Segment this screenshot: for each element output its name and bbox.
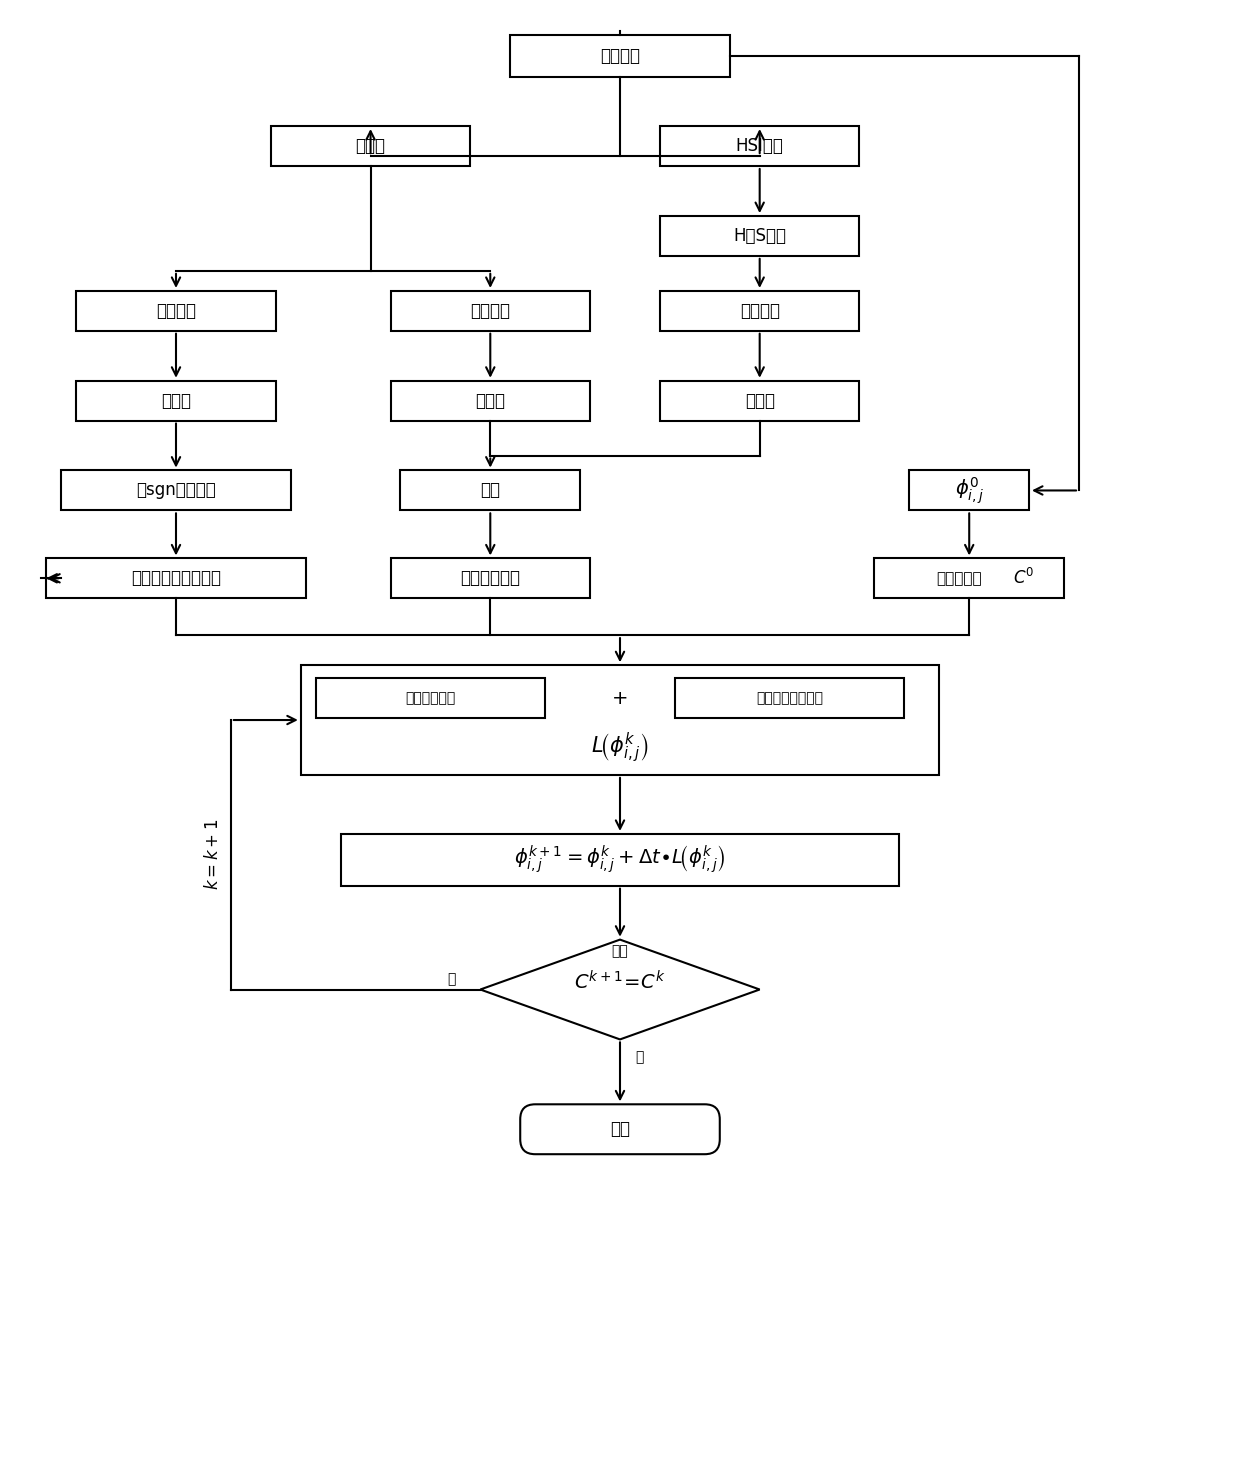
Text: 速度停止函数: 速度停止函数 (460, 570, 521, 587)
Text: 灰度化: 灰度化 (356, 137, 386, 156)
FancyBboxPatch shape (301, 665, 939, 775)
FancyBboxPatch shape (909, 471, 1029, 511)
Text: 求sgn符号函数: 求sgn符号函数 (136, 482, 216, 499)
Text: H、S合成: H、S合成 (733, 228, 786, 245)
Text: $\phi_{i,j}^{0}$: $\phi_{i,j}^{0}$ (955, 476, 983, 506)
Text: 导向滤波: 导向滤波 (740, 302, 780, 320)
FancyBboxPatch shape (61, 471, 290, 511)
FancyBboxPatch shape (660, 380, 859, 421)
FancyBboxPatch shape (76, 291, 275, 330)
FancyBboxPatch shape (391, 291, 590, 330)
Text: 符号距离偏差函数: 符号距离偏差函数 (756, 691, 823, 705)
Text: $k=k+1$: $k=k+1$ (203, 819, 222, 891)
Text: +: + (611, 688, 629, 708)
Text: 合成: 合成 (480, 482, 500, 499)
FancyBboxPatch shape (521, 1104, 719, 1154)
FancyBboxPatch shape (510, 35, 730, 78)
Text: 求梯度: 求梯度 (745, 392, 775, 410)
Text: 初始化曲线: 初始化曲线 (936, 571, 982, 586)
Text: 结束: 结束 (610, 1120, 630, 1138)
Text: $C^{0}$: $C^{0}$ (1013, 568, 1035, 589)
Text: 外部能量函数: 外部能量函数 (405, 691, 455, 705)
Text: 否: 否 (446, 972, 455, 986)
Text: $L\!\left(\phi_{i,j}^{k}\right)$: $L\!\left(\phi_{i,j}^{k}\right)$ (591, 731, 649, 765)
FancyBboxPatch shape (660, 291, 859, 330)
Text: 导向滤波: 导向滤波 (470, 302, 511, 320)
Text: 是: 是 (635, 1051, 644, 1064)
Text: $C^{k+1}\!=\!C^{k}$: $C^{k+1}\!=\!C^{k}$ (574, 970, 666, 994)
FancyBboxPatch shape (270, 126, 470, 166)
Text: 自适应可变权重系数: 自适应可变权重系数 (131, 570, 221, 587)
FancyBboxPatch shape (46, 558, 306, 599)
Polygon shape (480, 940, 760, 1039)
FancyBboxPatch shape (660, 216, 859, 255)
FancyBboxPatch shape (675, 678, 904, 718)
FancyBboxPatch shape (874, 558, 1064, 599)
FancyBboxPatch shape (391, 558, 590, 599)
FancyBboxPatch shape (76, 380, 275, 421)
Text: 输入图像: 输入图像 (600, 47, 640, 65)
FancyBboxPatch shape (660, 126, 859, 166)
FancyBboxPatch shape (401, 471, 580, 511)
Text: 求梯度: 求梯度 (475, 392, 505, 410)
FancyBboxPatch shape (341, 834, 899, 885)
Text: $\phi_{i,j}^{k+1}=\phi_{i,j}^{k}+\Delta t{\bullet}L\!\left(\phi_{i,j}^{k}\right): $\phi_{i,j}^{k+1}=\phi_{i,j}^{k}+\Delta … (515, 844, 725, 875)
Text: 高斯滤波: 高斯滤波 (156, 302, 196, 320)
Text: 判断: 判断 (611, 944, 629, 959)
FancyBboxPatch shape (391, 380, 590, 421)
FancyBboxPatch shape (316, 678, 546, 718)
Text: 求梯度: 求梯度 (161, 392, 191, 410)
Text: HSI转化: HSI转化 (735, 137, 784, 156)
